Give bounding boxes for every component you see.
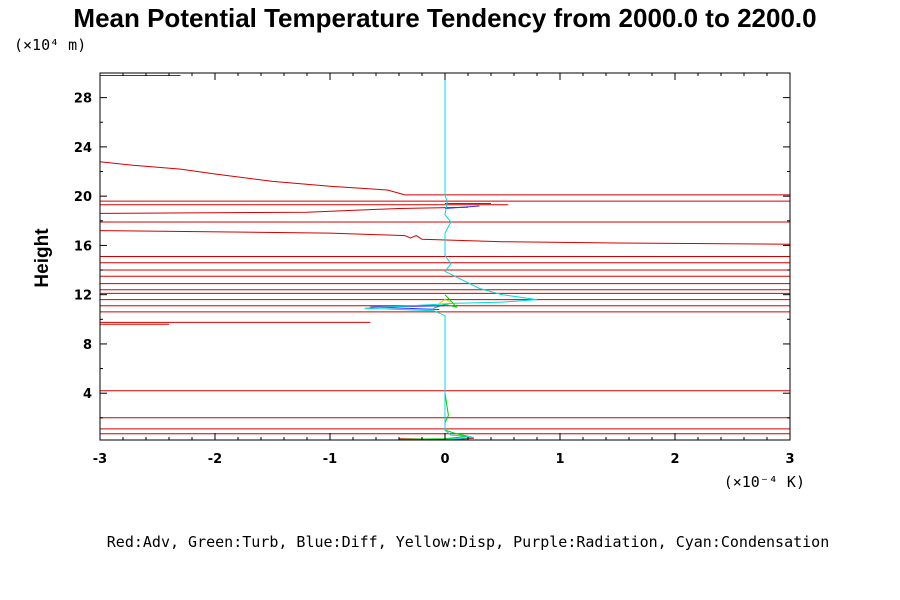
series-line-diff — [444, 205, 480, 209]
x-unit-label: (×10⁻⁴ K) — [724, 473, 805, 491]
y-tick-label: 20 — [74, 190, 92, 205]
y-tick-label: 28 — [74, 92, 92, 107]
series-line-adv — [99, 206, 469, 214]
series-line-disp — [439, 299, 451, 304]
x-tick-label: 3 — [785, 452, 794, 467]
plot-series — [99, 73, 791, 440]
series-line-diff — [370, 305, 446, 310]
legend-text: Red:Adv, Green:Turb, Blue:Diff, Yellow:D… — [107, 533, 829, 551]
y-tick-label: 8 — [83, 338, 92, 353]
x-tick-label: -1 — [323, 452, 337, 467]
y-unit-label: (×10⁴ m) — [14, 36, 86, 54]
x-tick-label: -2 — [208, 452, 222, 467]
series-disp — [439, 299, 451, 304]
series-condensation — [364, 73, 538, 440]
series-line-turb — [398, 393, 469, 440]
series-line-adv — [99, 230, 791, 245]
series-line-adv — [99, 161, 790, 196]
y-axis-label: Height — [32, 228, 53, 288]
y-tick-label: 4 — [83, 387, 92, 402]
series-diff — [370, 205, 480, 310]
y-tick-label: 12 — [74, 289, 92, 304]
x-tick-label: 2 — [670, 452, 679, 467]
x-tick-label: 0 — [440, 452, 449, 467]
y-tick-label: 16 — [74, 239, 92, 254]
x-tick-label: -3 — [93, 452, 107, 467]
x-tick-label: 1 — [555, 452, 564, 467]
series-line-condensation — [364, 73, 538, 440]
chart-title: Mean Potential Temperature Tendency from… — [73, 3, 816, 33]
y-tick-label: 24 — [74, 141, 92, 156]
